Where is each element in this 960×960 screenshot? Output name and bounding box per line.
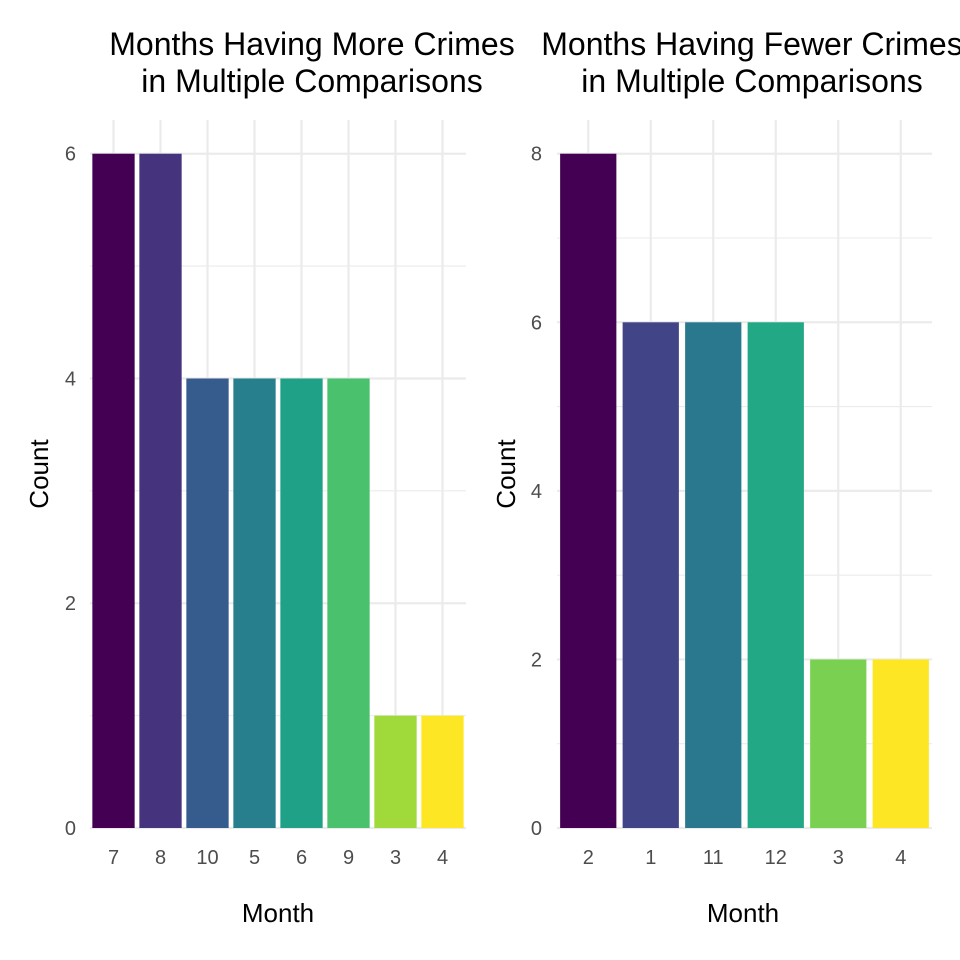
chart-title: Months Having More Crimes in Multiple Com… — [109, 26, 514, 99]
x-axis-title: Month — [242, 898, 314, 928]
bar-month-11 — [685, 322, 742, 828]
bar-month-10 — [186, 378, 229, 828]
x-tick-label: 1 — [645, 847, 656, 869]
bar-month-4 — [872, 659, 929, 828]
chart-title-line: Months Having More Crimes — [109, 26, 514, 62]
bar-month-5 — [233, 378, 276, 828]
bar-month-6 — [280, 378, 323, 828]
chart-title-line: in Multiple Comparisons — [581, 63, 922, 99]
x-axis-title: Month — [707, 898, 779, 928]
bar-month-3 — [374, 715, 417, 828]
y-tick-label: 0 — [65, 818, 76, 840]
x-tick-label: 4 — [437, 847, 448, 869]
x-tick-label: 5 — [249, 847, 260, 869]
x-tick-label: 4 — [895, 847, 906, 869]
x-tick-label: 3 — [833, 847, 844, 869]
y-tick-label: 4 — [531, 481, 542, 503]
y-tick-label: 6 — [65, 144, 76, 166]
left-chart-panel: 7 8 10 5 6 9 3 4 0 2 4 6 Months Having More Crimes in… — [24, 26, 515, 928]
y-tick-label: 0 — [531, 818, 542, 840]
bar-month-8 — [139, 153, 182, 828]
bar-month-3 — [810, 659, 867, 828]
y-axis-title: Count — [24, 439, 54, 509]
bar-month-7 — [92, 153, 135, 828]
x-tick-label: 9 — [343, 847, 354, 869]
bar-month-9 — [327, 378, 370, 828]
y-tick-label: 8 — [531, 144, 542, 166]
y-tick-label: 2 — [65, 593, 76, 615]
x-tick-label: 7 — [108, 847, 119, 869]
chart-title-line: Months Having Fewer Crimes — [541, 26, 960, 62]
x-tick-label: 2 — [583, 847, 594, 869]
chart-title-line: in Multiple Comparisons — [141, 63, 482, 99]
y-tick-label: 4 — [65, 368, 76, 390]
x-tick-label: 10 — [196, 847, 218, 869]
x-tick-label: 11 — [703, 847, 724, 869]
x-tick-label: 8 — [155, 847, 166, 869]
y-tick-label: 2 — [531, 649, 542, 671]
bar-month-2 — [560, 153, 617, 828]
bar-month-1 — [622, 322, 679, 828]
x-tick-label: 12 — [765, 847, 787, 869]
bar-month-4 — [421, 715, 464, 828]
y-axis-title: Count — [491, 439, 521, 509]
x-tick-label: 6 — [296, 847, 307, 869]
x-tick-label: 3 — [390, 847, 401, 869]
bar-month-12 — [747, 322, 804, 828]
chart-title: Months Having Fewer Crimes in Multiple Co… — [541, 26, 960, 99]
y-tick-label: 6 — [531, 312, 542, 334]
